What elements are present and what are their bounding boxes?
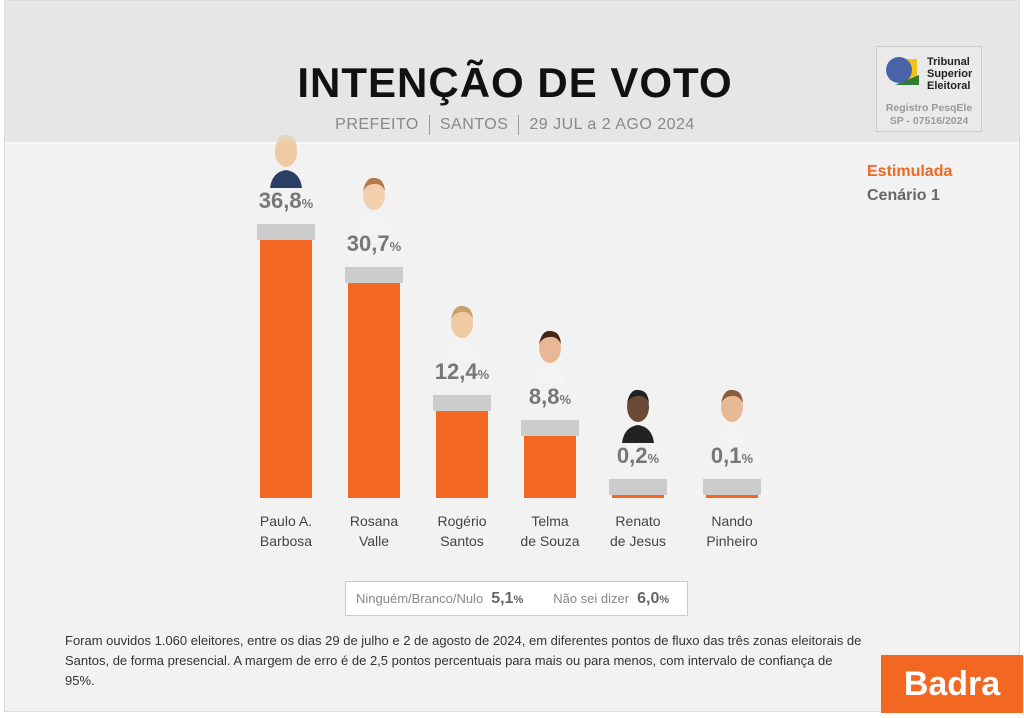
blank-value-number: 5,1 [491, 589, 514, 607]
margin-cap [609, 479, 667, 495]
tse-name-line: Superior [927, 68, 973, 80]
category-label-line: Santos [440, 533, 484, 549]
others-box: Ninguém/Branco/Nulo 5,1% Não sei dizer 6… [345, 581, 688, 616]
category-label-line: Valle [358, 533, 390, 549]
category-label-line: Renato [615, 513, 661, 529]
value-number: 12,4 [434, 359, 478, 385]
candidate-photo [618, 385, 658, 443]
subtitle: PREFEITO SANTOS 29 JUL a 2 AGO 2024 [5, 115, 1024, 135]
candidate-photo [712, 385, 752, 443]
bar-3 [524, 436, 576, 498]
margin-cap [703, 479, 761, 495]
unit: % [301, 196, 314, 212]
value-number: 0,1 [710, 443, 742, 468]
value-label: 8,8% [500, 384, 600, 410]
value-number: 8,8 [528, 384, 560, 410]
scenario-type: Estimulada [867, 163, 953, 180]
scenario-name: Cenário 1 [867, 187, 940, 204]
margin-cap [345, 267, 403, 284]
blank-value: 5,1% [491, 590, 523, 608]
category-label-line: Rosana [349, 513, 399, 529]
candidate-photo [442, 301, 482, 360]
bar-1 [348, 283, 400, 498]
bar-4 [612, 495, 664, 498]
value-number: 30,7 [346, 231, 390, 257]
value-number: 0,2 [616, 443, 648, 468]
unit: % [659, 593, 670, 606]
value-label: 30,7% [324, 231, 424, 257]
category-label-line: Rogério [437, 513, 487, 529]
margin-cap [521, 420, 579, 437]
poll-card: INTENÇÃO DE VOTO PREFEITO SANTOS 29 JUL a … [4, 0, 1023, 713]
registry-number: SP - 07516/2024 [889, 115, 969, 127]
category-label: Rosana Valle [324, 511, 424, 551]
value-label: 36,8% [236, 188, 336, 214]
value-label: 0,2% [588, 443, 688, 469]
category-label-line: Paulo A. [259, 513, 313, 529]
category-label-line: Telma [531, 513, 569, 529]
unit: % [513, 593, 524, 606]
page-title: INTENÇÃO DE VOTO [297, 59, 733, 106]
category-label: Renato de Jesus [588, 511, 688, 551]
registry-label: Registro PesqEle [885, 102, 973, 114]
unit: % [741, 451, 754, 466]
bar-2 [436, 411, 488, 498]
candidate-photo [354, 173, 394, 232]
unit: % [647, 451, 660, 466]
value-number: 36,8 [258, 188, 302, 214]
scenario: Estimulada Cenário 1 [867, 160, 952, 208]
bar-0 [260, 240, 312, 498]
margin-cap [433, 395, 491, 412]
divider [518, 115, 520, 135]
tse-name: Tribunal Superior Eleitoral [927, 56, 972, 92]
category-label: Paulo A. Barbosa [236, 511, 336, 551]
period: 29 JUL a 2 AGO 2024 [529, 116, 695, 134]
category-label: Telma de Souza [500, 511, 600, 551]
value-label: 0,1% [682, 443, 782, 469]
category-label: Nando Pinheiro [682, 511, 782, 551]
category-label-line: Barbosa [259, 533, 313, 549]
unit: % [559, 392, 572, 408]
bar-chart: 36,8% Paulo A. Barbosa 30,7% Rosana Valle 12,4… [5, 1, 1024, 561]
margin-cap [257, 224, 315, 241]
tse-name-line: Tribunal [927, 56, 970, 68]
category-label-line: Pinheiro [706, 533, 758, 549]
blank-label: Ninguém/Branco/Nulo [356, 591, 484, 606]
tse-logo-icon [886, 57, 919, 85]
tse-badge: Tribunal Superior Eleitoral Registro Pes… [876, 46, 982, 132]
value-label: 12,4% [412, 359, 512, 385]
divider [428, 115, 430, 135]
category-label-line: de Souza [520, 533, 580, 549]
category-label-line: Nando [711, 513, 753, 529]
office: PREFEITO [335, 116, 419, 134]
candidate-photo [266, 130, 306, 189]
city: SANTOS [439, 116, 509, 134]
unit: % [477, 367, 490, 383]
header [5, 1, 1019, 144]
unsure-label: Não sei dizer [553, 591, 630, 606]
bar-5 [706, 495, 758, 498]
unsure-value: 6,0% [637, 590, 669, 608]
tse-name-line: Eleitoral [927, 80, 971, 92]
tse-registry: Registro PesqEle SP - 07516/2024 [877, 102, 981, 128]
category-label: Rogério Santos [412, 511, 512, 551]
unit: % [389, 239, 402, 255]
unsure-value-number: 6,0 [637, 589, 660, 607]
methodology-note: Foram ouvidos 1.060 eleitores, entre os … [65, 633, 862, 688]
brand-logo: Badra [881, 655, 1023, 713]
candidate-photo [530, 326, 570, 385]
category-label-line: de Jesus [609, 533, 667, 549]
